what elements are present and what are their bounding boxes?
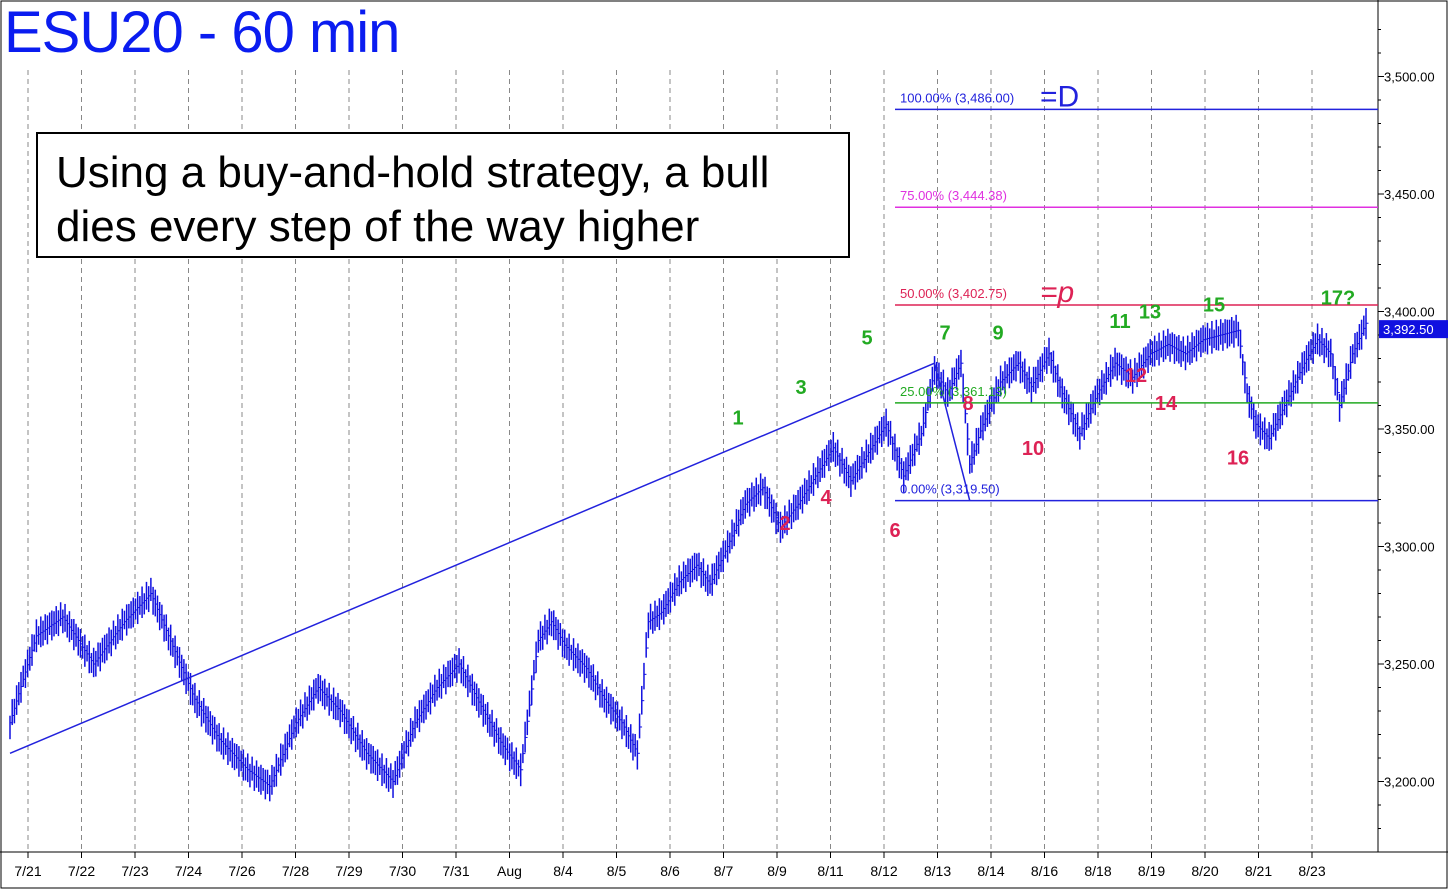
x-tick-label: 8/12: [870, 863, 897, 879]
x-tick-label: 7/30: [389, 863, 416, 879]
annotation-box: Using a buy-and-hold strategy, a bull di…: [36, 132, 850, 258]
wave-label: 9: [992, 323, 1003, 345]
fib-level-label: 0.00% (3,319.50): [900, 482, 1000, 497]
price-bars: [9, 308, 1369, 802]
wave-label: 4: [820, 487, 832, 509]
wave-label: 11: [1109, 311, 1130, 333]
annotation-line-1: Using a buy-and-hold strategy, a bull: [56, 148, 770, 197]
x-tick-label: 7/31: [442, 863, 469, 879]
pattern-line: [9, 362, 971, 754]
chart-title: ESU20 - 60 min: [4, 0, 400, 65]
y-tick-label: 3,300.00: [1384, 540, 1435, 555]
y-tick-label: 3,200.00: [1384, 775, 1435, 790]
fib-level-label: 50.00% (3,402.75): [900, 286, 1007, 301]
wave-label: 16: [1227, 447, 1249, 469]
wave-label: 15: [1203, 295, 1225, 317]
y-tick-label: 3,400.00: [1384, 305, 1435, 320]
wave-label: 14: [1155, 393, 1178, 415]
wave-label: 5: [861, 327, 872, 349]
fib-level-tag: =D: [1040, 80, 1079, 113]
x-tick-label: 8/13: [924, 863, 951, 879]
x-tick-label: 8/21: [1245, 863, 1272, 879]
wave-label: 10: [1022, 438, 1044, 460]
x-tick-label: 8/4: [553, 863, 573, 879]
x-tick-label: 7/23: [121, 863, 148, 879]
y-tick-label: 3,250.00: [1384, 657, 1435, 672]
wave-label: 6: [889, 520, 900, 542]
annotation-line-2: dies every step of the way higher: [56, 202, 700, 251]
x-tick-label: 7/28: [282, 863, 309, 879]
wave-label: 7: [939, 323, 950, 345]
x-tick-label: 7/22: [68, 863, 95, 879]
x-tick-label: 8/11: [817, 863, 843, 879]
x-tick-label: 8/18: [1084, 863, 1111, 879]
x-tick-label: 8/20: [1191, 863, 1218, 879]
wave-label: 1: [732, 407, 743, 429]
fib-level-label: 75.00% (3,444.38): [900, 188, 1007, 203]
x-tick-label: 8/7: [714, 863, 734, 879]
x-tick-label: 8/14: [977, 863, 1004, 879]
fib-level-tag: =p: [1040, 276, 1074, 309]
x-tick-label: Aug: [497, 863, 522, 879]
x-tick-label: 8/5: [607, 863, 627, 879]
wave-label: 17?: [1321, 287, 1355, 309]
last-price-tag: 3,392.50: [1383, 322, 1434, 337]
wave-label: 3: [795, 377, 806, 399]
last-price-tag-bg: [1379, 320, 1448, 339]
wave-label: 13: [1139, 302, 1161, 324]
x-tick-label: 7/21: [14, 863, 41, 879]
x-tick-label: 7/26: [228, 863, 255, 879]
x-tick-label: 7/29: [335, 863, 362, 879]
y-tick-label: 3,450.00: [1384, 187, 1435, 202]
fib-level-label: 100.00% (3,486.00): [900, 90, 1014, 105]
y-tick-label: 3,350.00: [1384, 422, 1435, 437]
wave-label: 2: [779, 513, 790, 535]
wave-label: 12: [1125, 365, 1147, 387]
y-tick-label: 3,500.00: [1384, 70, 1435, 85]
x-tick-label: 8/23: [1298, 863, 1325, 879]
x-tick-label: 7/24: [175, 863, 202, 879]
fib-level-label: 25.00% (3,361.13): [900, 384, 1007, 399]
x-tick-label: 8/19: [1138, 863, 1165, 879]
x-tick-label: 8/9: [767, 863, 787, 879]
x-tick-label: 8/16: [1031, 863, 1058, 879]
wave-label: 8: [962, 393, 973, 415]
x-tick-label: 8/6: [660, 863, 680, 879]
